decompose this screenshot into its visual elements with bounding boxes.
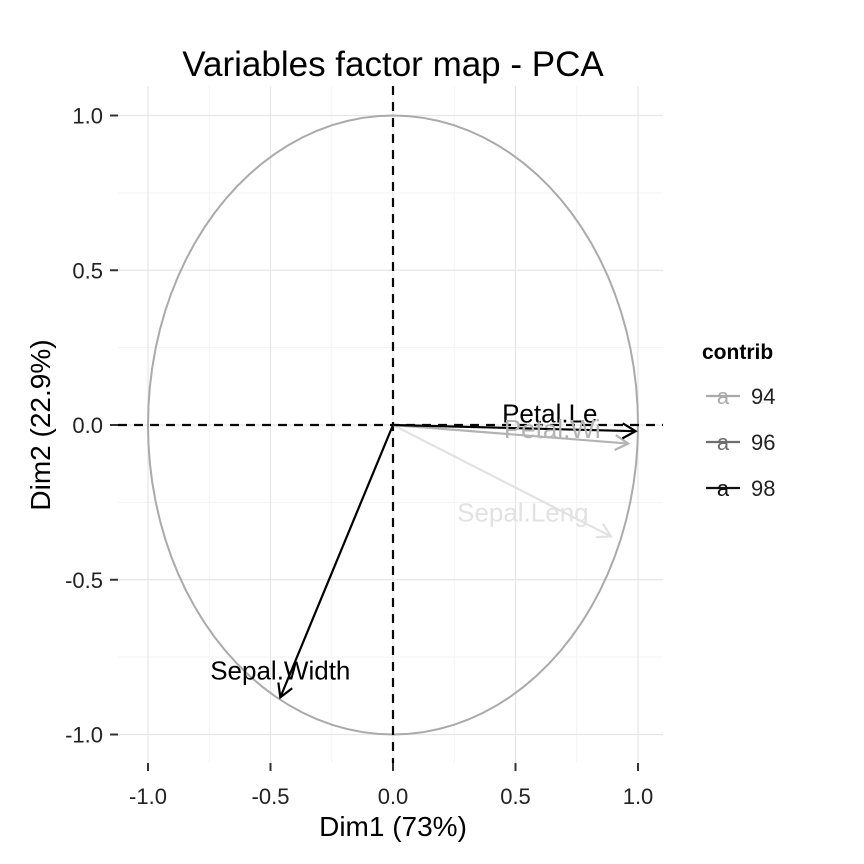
x-tick-label: 0.5	[500, 784, 531, 809]
arrow-shaft	[392, 423, 636, 433]
variable-arrows	[277, 422, 638, 700]
y-tick-label: 0.0	[72, 413, 103, 438]
y-tick-label: 0.5	[72, 258, 103, 283]
arrow-shaft	[279, 424, 395, 698]
unit-circle	[146, 114, 640, 736]
variable-label: Sepal.Leng	[457, 498, 589, 528]
arrow-petal-length	[392, 422, 638, 440]
legend-key-glyph: a	[717, 476, 730, 501]
arrow-shaft	[392, 423, 629, 445]
legend-key-glyph: a	[717, 384, 730, 409]
arrow-sepal-width	[277, 424, 395, 700]
arrow-head	[614, 434, 631, 452]
x-tick-label: -1.0	[129, 784, 167, 809]
x-tick-label: -0.5	[252, 784, 290, 809]
x-tick-label: 1.0	[623, 784, 654, 809]
x-axis-title: Dim1 (73%)	[319, 811, 467, 842]
y-tick-label: -1.0	[65, 723, 103, 748]
y-tick-label: -0.5	[65, 568, 103, 593]
x-axis: -1.0 -0.5 0.0 0.5 1.0	[129, 763, 653, 809]
legend-entry: a 98	[706, 476, 775, 501]
y-axis-title: Dim2 (22.9%)	[25, 339, 56, 510]
variable-label: Petal.Le	[502, 399, 597, 429]
variable-label: Sepal.Width	[210, 655, 350, 685]
x-tick-label: 0.0	[378, 784, 409, 809]
legend-entry: a 94	[706, 384, 775, 409]
variable-label: Petal.Wi	[504, 414, 601, 444]
y-tick-label: 1.0	[72, 104, 103, 129]
chart-title: Variables factor map - PCA	[182, 45, 604, 84]
legend-entry: a 96	[706, 430, 775, 455]
arrow-sepal-length	[392, 424, 614, 539]
y-axis: 1.0 0.5 0.0 -0.5 -1.0	[65, 104, 118, 748]
arrow-head	[596, 523, 614, 539]
arrow-shaft	[392, 424, 612, 538]
legend: contrib a 94 a 96 a 98	[702, 341, 775, 501]
arrow-head	[621, 422, 638, 440]
legend-key-glyph: a	[717, 430, 730, 455]
legend-entry-label: 98	[751, 476, 775, 501]
arrow-petal-width	[392, 423, 631, 452]
legend-title: contrib	[702, 341, 773, 364]
legend-entry-label: 96	[751, 430, 775, 455]
arrow-head	[277, 682, 293, 700]
legend-entry-label: 94	[751, 384, 775, 409]
